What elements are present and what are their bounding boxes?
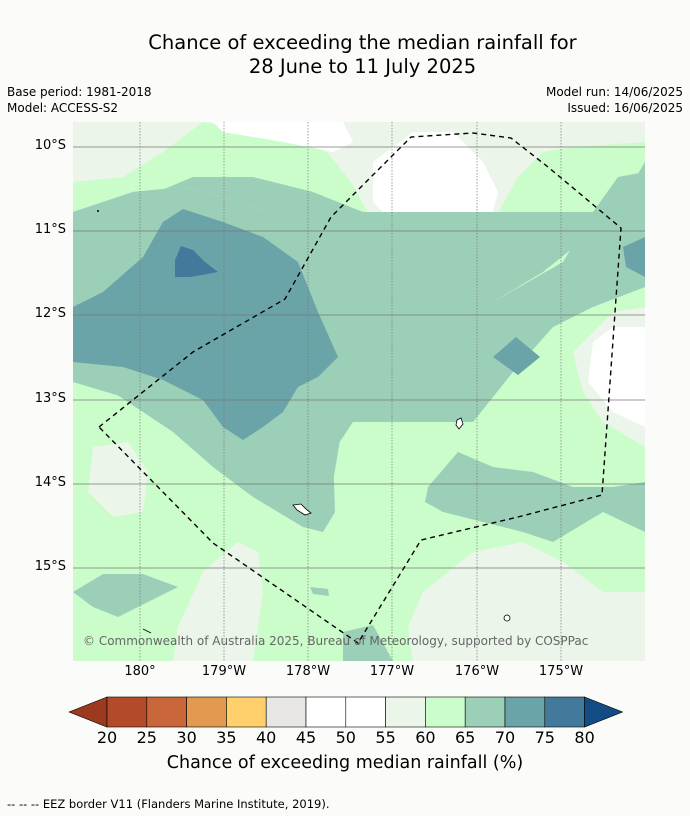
island-dot-northwest: [97, 210, 99, 212]
colorbar-tick-60: 60: [415, 728, 436, 747]
colorbar-tick-30: 30: [176, 728, 197, 747]
colorbar-tick-40: 40: [256, 728, 277, 747]
chart-title-line2: 28 June to 11 July 2025: [248, 55, 477, 78]
colorbar-tick-25: 25: [136, 728, 157, 747]
region-65-70-south: [343, 625, 393, 661]
island-vavau: [455, 417, 464, 430]
copyright-notice: © Commonwealth of Australia 2025, Bureau…: [83, 634, 588, 648]
chart-title-line1: Chance of exceeding the median rainfall …: [148, 31, 577, 54]
colorbar-tick-55: 55: [375, 728, 396, 747]
island-haapai: [292, 503, 312, 516]
region-50-55-east: [588, 327, 645, 427]
colorbar-tick-45: 45: [295, 728, 317, 747]
graticule: [73, 122, 645, 661]
colorbar-swatch-65-70: [464, 696, 506, 728]
colorbar-tick-75: 75: [534, 728, 555, 747]
colorbar-swatch-50-55: [345, 696, 386, 728]
region-70-75-west: [73, 209, 338, 440]
colorbar-swatch-above-80: [584, 696, 624, 728]
region-55-60-north: [73, 122, 645, 352]
model-run: Model run: 14/06/2025: [545, 85, 683, 99]
colorbar-swatch-45-50: [305, 696, 347, 728]
colorbar-tick-20: 20: [96, 728, 118, 747]
lon-label-180: 180°: [124, 664, 156, 679]
lon-label-177w: 177°W: [369, 664, 415, 679]
region-65-70-speck: [310, 587, 329, 596]
lat-label-15s: 15°S: [34, 559, 66, 574]
island-reef-southwest: [142, 628, 152, 634]
region-55-60-northwest: [73, 122, 203, 182]
lon-label-175w: 175°W: [538, 664, 584, 679]
colorbar-swatch-75-80: [544, 696, 585, 728]
region-55-60-south: [408, 542, 645, 661]
island-small-south: [503, 614, 511, 622]
region-55-60-southwest: [173, 542, 263, 661]
region-70-75-fareast: [623, 237, 645, 277]
lat-label-13s: 13°S: [34, 391, 66, 406]
colorbar-swatch-25-30: [146, 696, 187, 728]
rainfall-map: © Commonwealth of Australia 2025, Bureau…: [73, 122, 645, 661]
region-65-70-southwest: [73, 574, 178, 617]
colorbar-swatch-30-35: [186, 696, 227, 728]
colorbar: [68, 696, 624, 728]
lat-label-14s: 14°S: [34, 475, 66, 490]
eez-border: [97, 132, 622, 644]
colorbar-tick-65: 65: [455, 728, 476, 747]
region-50-55-north: [213, 122, 353, 152]
colorbar-swatch-35-40: [226, 696, 267, 728]
region-70-75-east: [493, 337, 540, 375]
colorbar-swatch-60-65: [425, 696, 466, 728]
colorbar-swatch-70-75: [504, 696, 546, 728]
lon-label-176w: 176°W: [454, 664, 500, 679]
eez-footnote: -- -- -- EEZ border V11 (Flanders Marine…: [7, 797, 330, 811]
colorbar-tick-80: 80: [574, 728, 595, 747]
colorbar-swatch-20-25: [106, 696, 148, 728]
model-name: Model: ACCESS-S2: [7, 101, 119, 115]
issued-date: Issued: 16/06/2025: [567, 101, 683, 115]
lat-label-10s: 10°S: [34, 138, 66, 153]
region-75-80: [175, 246, 218, 277]
colorbar-swatch-40-45: [265, 696, 307, 728]
region-65-70-southeast: [425, 452, 645, 542]
colorbar-title: Chance of exceeding median rainfall (%): [166, 753, 524, 773]
colorbar-tick-35: 35: [216, 728, 237, 747]
colorbar-swatch-55-60: [385, 696, 426, 728]
base-period: Base period: 1981-2018: [7, 85, 152, 99]
colorbar-swatch-below-20: [68, 696, 108, 728]
lat-label-12s: 12°S: [34, 306, 66, 321]
lon-label-179w: 179°W: [201, 664, 247, 679]
lon-label-178w: 178°W: [285, 664, 331, 679]
colorbar-tick-70: 70: [494, 728, 516, 747]
colorbar-tick-50: 50: [335, 728, 356, 747]
lat-label-11s: 11°S: [34, 222, 66, 237]
